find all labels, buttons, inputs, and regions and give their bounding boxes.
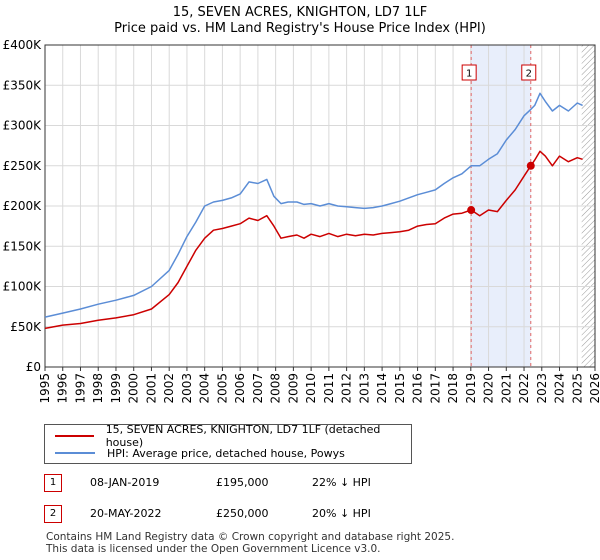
x-tick-label: 2004: [198, 373, 212, 404]
x-tick-label: 2020: [482, 373, 496, 404]
transaction-date: 08-JAN-2019: [90, 476, 160, 489]
x-tick-label: 2007: [251, 373, 265, 404]
y-tick-label: £150K: [3, 239, 43, 253]
x-tick-label: 2025: [570, 373, 584, 404]
transaction-hpi-diff: 22% ↓ HPI: [312, 476, 371, 489]
sale-point: [526, 161, 535, 170]
x-tick-label: 2017: [428, 373, 442, 404]
y-tick-label: £200K: [3, 199, 43, 213]
annotation-label: 1: [466, 69, 472, 80]
x-tick-label: 1996: [56, 373, 70, 404]
plot-frame: [44, 44, 596, 368]
x-tick-label: 2024: [553, 373, 567, 404]
y-tick-label: £50K: [10, 320, 42, 334]
annotation-label: 2: [526, 69, 532, 80]
sale-point: [467, 206, 476, 215]
x-tick-label: 2021: [499, 373, 513, 404]
price-chart: £0 £50K £100K £150K £200K £250K £300K £350K £400…: [3, 38, 600, 404]
transaction-price: £195,000: [216, 476, 269, 489]
transaction-price: £250,000: [216, 507, 269, 520]
chart-legend: 15, SEVEN ACRES, KNIGHTON, LD7 1LF (deta…: [44, 423, 412, 464]
y-tick-label: £350K: [3, 78, 43, 92]
x-tick-label: 2014: [375, 373, 389, 404]
y-tick-label: £300K: [3, 119, 43, 133]
footer: Contains HM Land Registry data © Crown c…: [46, 531, 454, 555]
y-tick-label: £100K: [3, 280, 43, 294]
hpi-series-line: [44, 92, 583, 318]
x-tick-label: 2026: [588, 373, 600, 404]
y-tick-label: £250K: [3, 159, 43, 173]
x-tick-label: 2009: [286, 373, 300, 404]
x-tick-label: 2000: [127, 373, 141, 404]
transaction-date: 20-MAY-2022: [90, 507, 162, 520]
x-tick-label: 2003: [180, 373, 194, 404]
transaction-badge: 1: [44, 474, 62, 492]
x-tick-label: 2011: [322, 373, 336, 404]
legend-label-property: 15, SEVEN ACRES, KNIGHTON, LD7 1LF (deta…: [105, 423, 381, 449]
x-tick-label: 2018: [446, 373, 460, 404]
legend-label-hpi: HPI: Average price, detached house, Powy…: [107, 446, 345, 460]
legend-swatch-hpi: [55, 452, 95, 454]
annotation-box: [521, 64, 537, 81]
x-tick-label: 2013: [357, 373, 371, 404]
x-tick-label: 1999: [109, 373, 123, 404]
x-tick-label: 2012: [340, 373, 354, 404]
legend-item-property: 15, SEVEN ACRES, KNIGHTON, LD7 1LF (deta…: [55, 423, 411, 449]
legend-item-hpi: HPI: Average price, detached house, Powy…: [55, 445, 345, 461]
x-tick-label: 2023: [535, 373, 549, 404]
x-tick-label: 2006: [233, 373, 247, 404]
y-tick-label: £400K: [3, 38, 43, 52]
y-tick-label: £0: [26, 360, 41, 374]
x-tick-label: 2005: [215, 373, 229, 404]
chart-title: 15, SEVEN ACRES, KNIGHTON, LD7 1LF: [172, 5, 428, 20]
legend-swatch-property: [55, 435, 94, 437]
chart-subtitle: Price paid vs. HM Land Registry's House …: [114, 21, 486, 36]
annotation-box: [461, 64, 477, 81]
transaction-badge: 2: [44, 505, 62, 523]
footer-licence: This data is licensed under the Open Gov…: [46, 543, 381, 555]
x-tick-label: 2001: [144, 373, 158, 404]
x-tick-label: 2016: [411, 373, 425, 404]
x-tick-label: 2008: [269, 373, 283, 404]
x-tick-label: 1998: [91, 373, 105, 404]
x-tick-label: 2015: [393, 373, 407, 404]
x-tick-label: 2019: [464, 373, 478, 404]
footer-copyright: Contains HM Land Registry data © Crown c…: [46, 531, 455, 543]
transaction-hpi-diff: 20% ↓ HPI: [312, 507, 371, 520]
x-tick-label: 2022: [517, 373, 531, 404]
x-tick-label: 2010: [304, 373, 318, 404]
x-tick-label: 2002: [162, 373, 176, 404]
property-series-line: [44, 150, 583, 330]
x-tick-label: 1997: [73, 373, 87, 404]
x-tick-label: 1995: [38, 373, 52, 404]
